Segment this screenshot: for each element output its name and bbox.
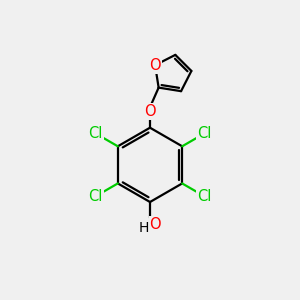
- Text: Cl: Cl: [88, 189, 103, 204]
- Text: O: O: [149, 58, 161, 73]
- Text: Cl: Cl: [197, 126, 212, 141]
- Text: O: O: [144, 104, 156, 119]
- Text: O: O: [149, 217, 161, 232]
- Text: H: H: [138, 221, 148, 235]
- Text: Cl: Cl: [197, 189, 212, 204]
- Text: Cl: Cl: [88, 126, 103, 141]
